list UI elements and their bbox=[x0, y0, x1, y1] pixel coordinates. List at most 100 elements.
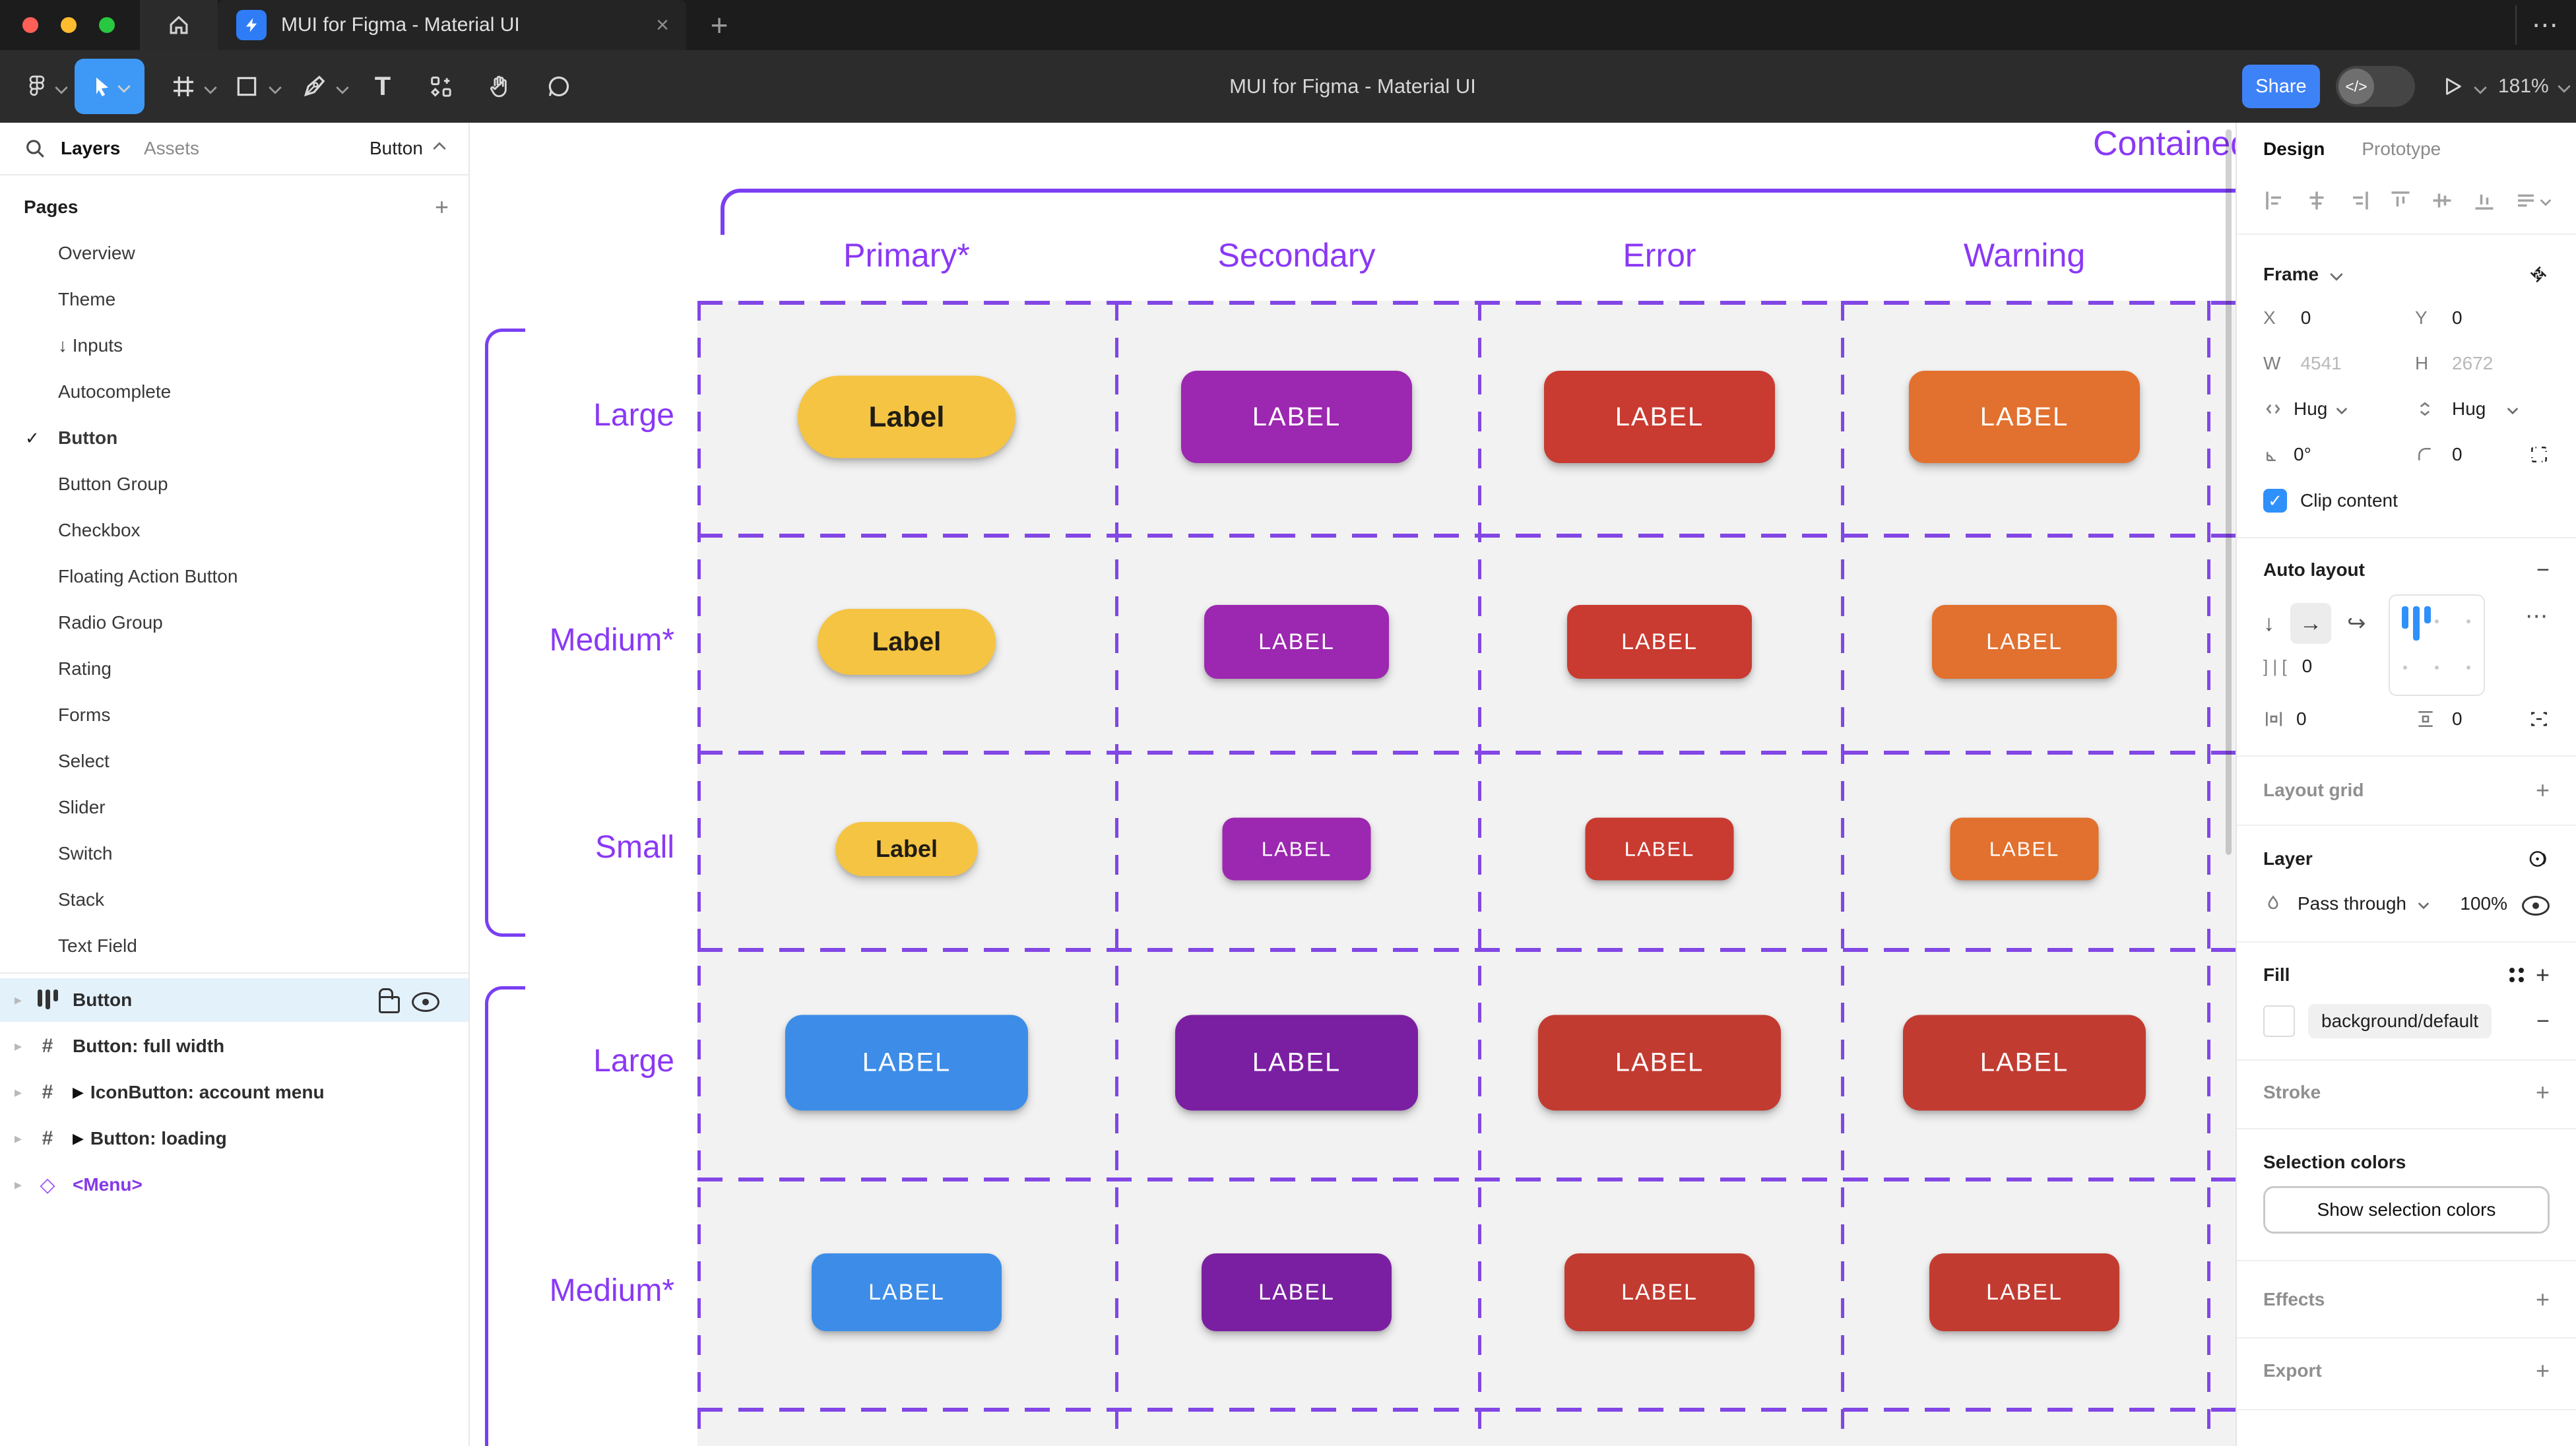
canvas-button[interactable]: LABEL bbox=[1204, 605, 1389, 679]
canvas-button[interactable]: LABEL bbox=[1538, 1015, 1781, 1111]
layout-direction-right-button[interactable]: → bbox=[2290, 603, 2331, 644]
resize-v-value[interactable]: Hug bbox=[2452, 398, 2486, 419]
sidebar-page-button[interactable]: ✓ Button bbox=[0, 419, 468, 457]
layer-row--menu-[interactable]: ▸ ◇ <Menu> bbox=[0, 1163, 468, 1207]
canvas-button[interactable]: LABEL bbox=[1567, 605, 1752, 679]
hand-tool-button[interactable] bbox=[481, 50, 518, 123]
sidebar-page-slider[interactable]: Slider bbox=[0, 788, 468, 827]
canvas-button[interactable]: LABEL bbox=[1909, 371, 2140, 463]
layer-row-button-full-width[interactable]: ▸ # Button: full width bbox=[0, 1024, 468, 1068]
y-value[interactable]: 0 bbox=[2452, 307, 2463, 328]
frame-section-header[interactable]: Frame bbox=[2263, 264, 2319, 284]
sidebar-page-stack[interactable]: Stack bbox=[0, 881, 468, 919]
show-selection-colors-button[interactable]: Show selection colors bbox=[2263, 1186, 2550, 1234]
shape-tool-button[interactable] bbox=[228, 50, 265, 123]
remove-fill-button[interactable]: − bbox=[2536, 1008, 2550, 1034]
align-right-icon[interactable] bbox=[2347, 189, 2371, 212]
horizontal-padding-value[interactable]: 0 bbox=[2296, 708, 2307, 729]
move-tool-button[interactable] bbox=[75, 59, 145, 114]
sidebar-page-rating[interactable]: Rating bbox=[0, 650, 468, 688]
canvas-button[interactable]: LABEL bbox=[1544, 371, 1775, 463]
clip-content-checkbox[interactable]: ✓ bbox=[2263, 489, 2287, 513]
sidebar-page-autocomplete[interactable]: Autocomplete bbox=[0, 373, 468, 411]
rotation-value[interactable]: 0° bbox=[2294, 444, 2311, 464]
canvas-button[interactable]: LABEL bbox=[785, 1015, 1028, 1111]
auto-layout-more-button[interactable]: ⋯ bbox=[2525, 604, 2550, 629]
new-tab-button[interactable]: + bbox=[710, 8, 728, 42]
canvas-button[interactable]: LABEL bbox=[1950, 817, 2099, 881]
canvas-button[interactable]: Label bbox=[798, 375, 1015, 458]
expand-chevron-icon[interactable]: ▸ bbox=[15, 1038, 22, 1054]
opacity-value[interactable]: 100% bbox=[2460, 893, 2507, 914]
main-menu-button[interactable] bbox=[18, 50, 55, 123]
tab-assets[interactable]: Assets bbox=[144, 138, 200, 158]
independent-padding-button[interactable] bbox=[2528, 708, 2550, 730]
sidebar-page-select[interactable]: Select bbox=[0, 742, 468, 780]
text-tool-button[interactable]: T bbox=[374, 71, 391, 101]
resize-h-chevron-icon[interactable] bbox=[2336, 403, 2348, 415]
dev-mode-toggle[interactable]: </> bbox=[2336, 66, 2415, 107]
sidebar-page-switch[interactable]: Switch bbox=[0, 834, 468, 873]
canvas-button[interactable]: LABEL bbox=[1202, 1253, 1392, 1331]
align-vertical-center-icon[interactable] bbox=[2430, 189, 2454, 212]
expand-chevron-icon[interactable]: ▸ bbox=[15, 1084, 22, 1100]
present-button[interactable] bbox=[2436, 50, 2469, 123]
alignment-widget[interactable] bbox=[2389, 594, 2485, 696]
collapse-panel-button[interactable] bbox=[2527, 263, 2550, 286]
tab-design[interactable]: Design bbox=[2263, 139, 2325, 159]
canvas-button[interactable]: LABEL bbox=[1932, 605, 2117, 679]
add-layout-grid-button[interactable]: + bbox=[2535, 776, 2550, 803]
align-horizontal-center-icon[interactable] bbox=[2305, 189, 2329, 212]
sidebar-page-overview[interactable]: Overview bbox=[0, 234, 468, 272]
tab-prototype[interactable]: Prototype bbox=[2362, 139, 2441, 159]
canvas-button[interactable]: LABEL bbox=[1175, 1015, 1418, 1111]
x-value[interactable]: 0 bbox=[2300, 307, 2311, 328]
blend-mode-button[interactable] bbox=[2527, 848, 2550, 870]
layer-row-iconbutton-account-menu[interactable]: ▸ # ▶ IconButton: account menu bbox=[0, 1071, 468, 1114]
expand-chevron-icon[interactable]: ▸ bbox=[15, 1176, 22, 1193]
add-effect-button[interactable]: + bbox=[2535, 1286, 2550, 1313]
canvas-button[interactable]: LABEL bbox=[1564, 1253, 1755, 1331]
shape-tool-chevron-icon[interactable] bbox=[269, 81, 282, 94]
visibility-icon[interactable] bbox=[412, 992, 439, 1012]
sidebar-page-text-field[interactable]: Text Field bbox=[0, 927, 468, 965]
canvas-button[interactable]: Label bbox=[818, 609, 996, 675]
tab-close-icon[interactable]: × bbox=[656, 12, 669, 38]
distribute-menu[interactable] bbox=[2514, 189, 2552, 212]
canvas-button[interactable]: LABEL bbox=[812, 1253, 1002, 1331]
layer-visibility-icon[interactable] bbox=[2522, 896, 2550, 916]
align-bottom-icon[interactable] bbox=[2472, 189, 2496, 212]
add-stroke-button[interactable]: + bbox=[2535, 1079, 2550, 1106]
search-icon[interactable] bbox=[24, 137, 46, 160]
align-top-icon[interactable] bbox=[2389, 189, 2412, 212]
resize-v-chevron-icon[interactable] bbox=[2507, 403, 2519, 415]
sidebar-page-checkbox[interactable]: Checkbox bbox=[0, 511, 468, 550]
resources-tool-button[interactable] bbox=[422, 50, 459, 123]
canvas-button[interactable]: LABEL bbox=[1222, 817, 1371, 881]
sidebar-page-radio-group[interactable]: Radio Group bbox=[0, 604, 468, 642]
sidebar-page-theme[interactable]: Theme bbox=[0, 280, 468, 319]
canvas-button[interactable]: Label bbox=[835, 822, 978, 876]
resize-h-value[interactable]: Hug bbox=[2294, 398, 2328, 419]
canvas-button[interactable]: LABEL bbox=[1903, 1015, 2146, 1111]
fill-color-swatch[interactable] bbox=[2263, 1005, 2295, 1037]
pen-tool-button[interactable] bbox=[296, 50, 333, 123]
h-value[interactable]: 2672 bbox=[2452, 353, 2494, 373]
fill-token-chip[interactable]: background/default bbox=[2308, 1004, 2492, 1038]
tab-layers[interactable]: Layers bbox=[61, 138, 121, 158]
document-tab[interactable]: MUI for Figma - Material UI × bbox=[218, 0, 686, 50]
vertical-padding-value[interactable]: 0 bbox=[2452, 708, 2463, 729]
canvas[interactable]: Contained Primary* Secondary Error Warning L… bbox=[470, 123, 2236, 1446]
menu-chevron-icon[interactable] bbox=[55, 81, 68, 94]
sidebar-page-forms[interactable]: Forms bbox=[0, 696, 468, 734]
add-page-button[interactable]: + bbox=[434, 193, 449, 220]
layout-wrap-button[interactable]: ↩ bbox=[2347, 611, 2366, 636]
sidebar-page-floating-action-button[interactable]: Floating Action Button bbox=[0, 557, 468, 596]
frame-tool-button[interactable] bbox=[165, 50, 202, 123]
add-export-button[interactable]: + bbox=[2535, 1357, 2550, 1384]
present-chevron-icon[interactable] bbox=[2474, 81, 2487, 94]
gap-value[interactable]: 0 bbox=[2302, 656, 2313, 676]
pen-tool-chevron-icon[interactable] bbox=[336, 81, 349, 94]
window-zoom-button[interactable] bbox=[99, 17, 115, 33]
apply-styles-icon[interactable] bbox=[2509, 968, 2524, 982]
